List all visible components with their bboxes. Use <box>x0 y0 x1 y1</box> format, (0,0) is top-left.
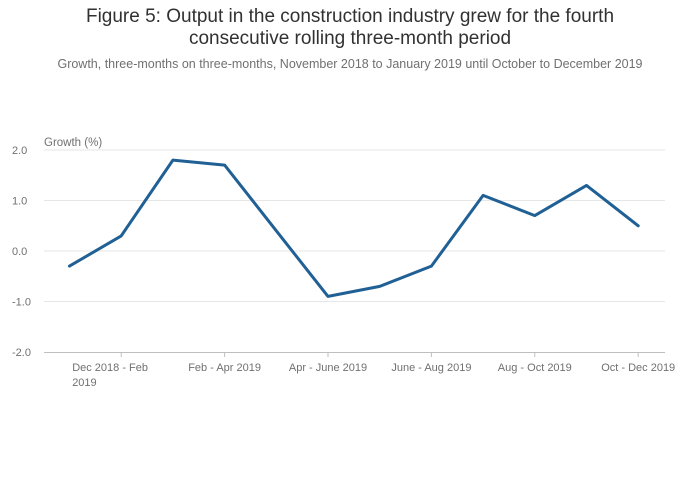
y-tick-label: 1.0 <box>12 196 27 208</box>
y-tick-label: 2.0 <box>12 145 27 157</box>
chart-title-line-2: consecutive rolling three-month period <box>188 28 512 49</box>
x-tick-label-line: 2019 <box>72 377 96 389</box>
y-tick-label: 0.0 <box>12 246 27 258</box>
x-tick-label: Apr - June 2019 <box>289 362 367 374</box>
x-tick-label-line: Apr - June 2019 <box>289 362 367 374</box>
series-line-growth <box>68 158 640 298</box>
x-tick-label-line: Dec 2018 - Feb <box>72 362 148 374</box>
x-tick-label-line: June - Aug 2019 <box>391 362 471 374</box>
y-tick-label: -2.0 <box>12 347 31 359</box>
x-tick-label-line: Feb - Apr 2019 <box>188 362 261 374</box>
x-tick-label: Aug - Oct 2019 <box>498 362 572 374</box>
x-tick-label: Dec 2018 - Feb 2019 <box>72 362 148 389</box>
chart-title: Figure 5: Output in the construction ind… <box>0 6 700 50</box>
x-tick-label-line: Aug - Oct 2019 <box>498 362 572 374</box>
y-axis-label: Growth (%) <box>44 137 102 149</box>
chart-subtitle: Growth, three-months on three-months, No… <box>57 57 643 71</box>
chart-title-line-1: Figure 5: Output in the construction ind… <box>85 6 615 27</box>
x-tick-label: June - Aug 2019 <box>391 362 471 374</box>
x-tick-label: Oct - Dec 2019 <box>601 362 675 374</box>
x-tick-label: Feb - Apr 2019 <box>188 362 261 374</box>
y-tick-label: -1.0 <box>12 297 31 309</box>
x-tick-label-line: Oct - Dec 2019 <box>601 362 675 374</box>
